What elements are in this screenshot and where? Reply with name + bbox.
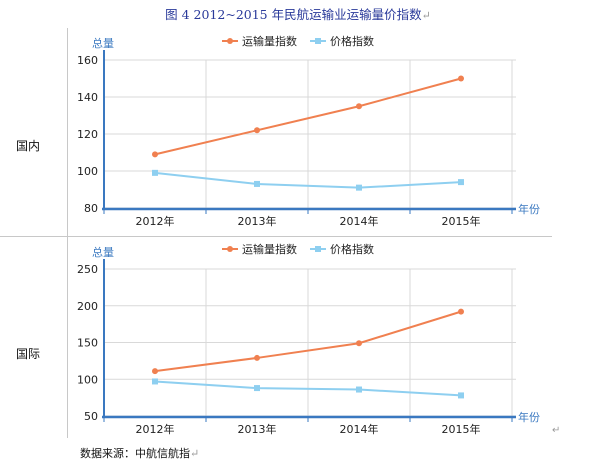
x-tick-label: 2015年: [442, 422, 481, 436]
x-axis-title: 年份: [518, 202, 540, 216]
y-tick-label: 150: [77, 337, 98, 350]
y-axis-title: 总量: [92, 245, 114, 259]
figure-caption: 图 4 2012~2015 年民航运输业运输量价指数↵: [0, 4, 596, 23]
data-point-circle: [458, 75, 464, 82]
data-point-square: [254, 180, 260, 187]
data-point-circle: [254, 127, 260, 134]
data-point-square: [458, 392, 464, 399]
y-tick-label: 80: [84, 202, 98, 215]
series-line: [154, 310, 462, 373]
table-divider-vertical: [67, 28, 68, 438]
x-tick-label: 2014年: [340, 214, 379, 228]
x-tick-label: 2015年: [442, 214, 481, 228]
y-tick-label: 100: [77, 165, 98, 178]
table-divider-horizontal: [0, 236, 552, 237]
x-tick-label: 2012年: [136, 214, 175, 228]
data-point-circle: [458, 308, 464, 315]
x-tick-label: 2014年: [340, 422, 379, 436]
data-point-square: [458, 179, 464, 186]
legend-marker-circle: [227, 38, 233, 44]
data-point-circle: [254, 354, 260, 361]
caption-text: 图 4 2012~2015 年民航运输业运输量价指数: [165, 7, 422, 22]
x-tick-label: 2012年: [136, 422, 175, 436]
data-point-square: [356, 386, 362, 393]
legend-marker-square: [315, 246, 321, 252]
paragraph-mark-icon: ↵: [421, 9, 431, 22]
source-text: 数据来源：中航信航指: [80, 447, 190, 460]
paragraph-mark-icon: ↵: [190, 447, 200, 460]
x-axis-title: 年份: [518, 410, 540, 424]
data-source-note: 数据来源：中航信航指↵: [80, 445, 199, 461]
y-tick-label: 200: [77, 300, 98, 313]
y-tick-label: 250: [77, 263, 98, 276]
row-label-international: 国际: [16, 347, 41, 361]
data-point-square: [152, 378, 158, 385]
y-tick-label: 100: [77, 373, 98, 386]
series-line: [154, 380, 462, 397]
paragraph-mark-icon: ↵: [552, 425, 561, 436]
data-point-circle: [356, 103, 362, 110]
data-point-square: [152, 169, 158, 176]
data-point-square: [254, 385, 260, 392]
row-label-domestic: 国内: [16, 139, 41, 153]
series-line: [154, 171, 462, 189]
data-point-square: [356, 184, 362, 191]
series-line: [154, 77, 462, 156]
legend-label: 价格指数: [330, 34, 374, 48]
legend-marker-square: [315, 38, 321, 44]
legend-label: 运输量指数: [242, 34, 297, 48]
legend-marker-circle: [227, 246, 233, 252]
data-point-circle: [152, 368, 158, 375]
y-tick-label: 160: [77, 54, 98, 67]
y-tick-label: 140: [77, 91, 98, 104]
y-tick-label: 50: [84, 410, 98, 423]
y-tick-label: 120: [77, 128, 98, 141]
x-tick-label: 2013年: [238, 214, 277, 228]
data-point-circle: [356, 340, 362, 347]
x-tick-label: 2013年: [238, 422, 277, 436]
y-axis-title: 总量: [92, 36, 114, 50]
legend-label: 价格指数: [330, 242, 374, 256]
legend-label: 运输量指数: [242, 242, 297, 256]
data-point-circle: [152, 151, 158, 158]
